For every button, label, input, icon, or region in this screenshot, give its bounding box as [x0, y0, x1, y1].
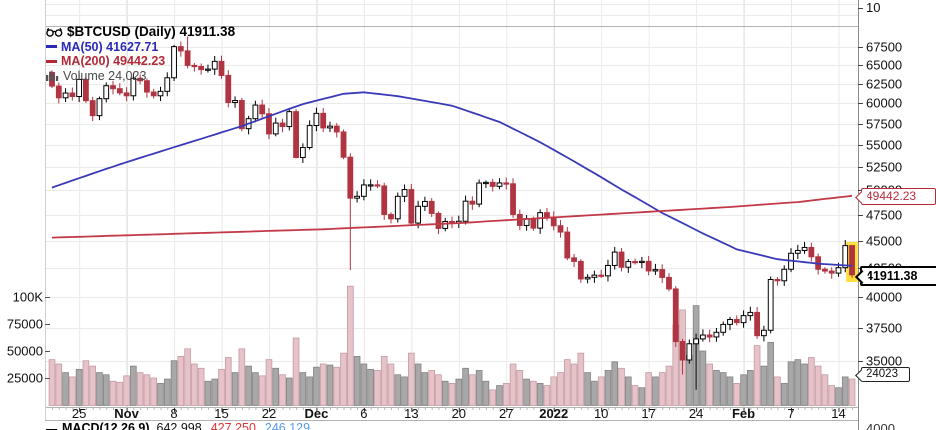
volume-icon: [46, 71, 59, 81]
svg-text:22: 22: [262, 406, 276, 421]
upper-pane-tick-label: 10: [866, 0, 880, 15]
ma50-line: [51, 91, 853, 267]
lower-pane-tick-label: 4000: [866, 421, 895, 430]
svg-text:Dec: Dec: [304, 406, 328, 421]
ma50-label: MA(50) 41627.71: [61, 39, 159, 54]
svg-text:57500: 57500: [866, 117, 902, 132]
symbol-legend-row: $BTCUSD (Daily) 41911.38: [46, 24, 236, 40]
svg-text:2022: 2022: [539, 406, 568, 421]
ma200-legend-row: MA(200) 49442.23: [46, 54, 235, 69]
svg-text:13: 13: [404, 406, 418, 421]
macd-value: 642.998: [156, 421, 202, 430]
svg-text:Feb: Feb: [732, 406, 755, 421]
date-axis: 25 Nov 8 15 22 Dec 6 13 20 27 2022 10 17 24 Feb 7 14: [52, 406, 854, 421]
svg-text:40000: 40000: [866, 290, 902, 305]
symbol-icon: [46, 28, 63, 38]
last-price-bubble: 41911.38: [860, 266, 936, 286]
macd-legend: MACD(12,26,9) 642.998 427.250 246.129: [46, 421, 310, 430]
svg-text:10: 10: [594, 406, 608, 421]
svg-text:67500: 67500: [866, 40, 902, 55]
volume-value-bubble: 24023: [861, 367, 910, 382]
svg-text:45000: 45000: [866, 234, 902, 249]
svg-text:15: 15: [214, 406, 228, 421]
svg-text:7: 7: [787, 406, 794, 421]
svg-text:60000: 60000: [866, 96, 902, 111]
ma200-price-bubble: 49442.23: [861, 188, 936, 205]
ma200-line-swatch: [46, 59, 57, 63]
macd-name: MACD(12,26,9): [62, 421, 150, 430]
macd-signal-value: 427.250: [210, 421, 256, 430]
price-axis: 6750065000625006000057500550005250050000…: [858, 0, 902, 430]
candles: [49, 36, 855, 390]
chart-legend: $BTCUSD (Daily) 41911.38 MA(50) 41627.71…: [46, 24, 236, 84]
volume-axis: 100K 75000 50000 25000: [7, 290, 50, 386]
volume-label: Volume 24,023: [63, 68, 147, 83]
ma50-legend-row: MA(50) 41627.71: [46, 40, 235, 55]
svg-text:65000: 65000: [866, 58, 902, 73]
svg-text:47500: 47500: [866, 208, 902, 223]
ma200-label: MA(200) 49442.23: [61, 54, 166, 68]
svg-text:24: 24: [689, 406, 703, 421]
svg-text:25000: 25000: [7, 371, 43, 386]
svg-text:52500: 52500: [866, 160, 902, 175]
ma50-line-swatch: [46, 45, 57, 49]
svg-text:27: 27: [499, 406, 513, 421]
svg-text:62500: 62500: [866, 77, 902, 92]
svg-text:14: 14: [831, 406, 845, 421]
svg-text:20: 20: [452, 406, 466, 421]
svg-text:8: 8: [170, 406, 177, 421]
svg-text:Nov: Nov: [114, 406, 139, 421]
svg-text:55000: 55000: [866, 138, 902, 153]
symbol-title: $BTCUSD (Daily) 41911.38: [67, 24, 236, 39]
svg-text:75000: 75000: [7, 317, 43, 332]
svg-text:50000: 50000: [7, 344, 43, 359]
svg-text:25: 25: [72, 406, 86, 421]
svg-text:17: 17: [641, 406, 655, 421]
volume-bars: [48, 285, 856, 406]
svg-text:35000: 35000: [866, 354, 902, 369]
pane-borders: [45, 0, 859, 430]
macd-hist-value: 246.129: [264, 421, 311, 430]
volume-legend-row: Volume 24,023: [46, 69, 235, 84]
svg-text:100K: 100K: [13, 290, 44, 305]
svg-text:6: 6: [360, 406, 367, 421]
ma200-line: [51, 194, 853, 239]
svg-text:37500: 37500: [866, 321, 902, 336]
